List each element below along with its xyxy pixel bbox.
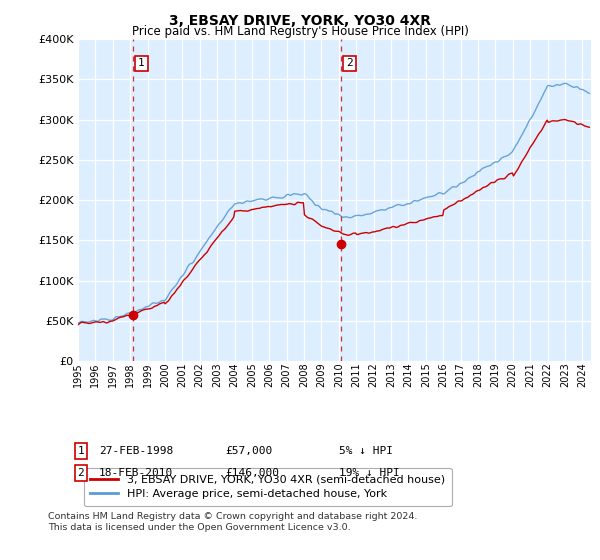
Text: 2: 2 xyxy=(77,468,85,478)
Text: 2: 2 xyxy=(346,58,353,68)
Text: 5% ↓ HPI: 5% ↓ HPI xyxy=(339,446,393,456)
Text: £57,000: £57,000 xyxy=(225,446,272,456)
Text: Price paid vs. HM Land Registry's House Price Index (HPI): Price paid vs. HM Land Registry's House … xyxy=(131,25,469,38)
Text: 19% ↓ HPI: 19% ↓ HPI xyxy=(339,468,400,478)
Text: 1: 1 xyxy=(138,58,145,68)
Text: 3, EBSAY DRIVE, YORK, YO30 4XR: 3, EBSAY DRIVE, YORK, YO30 4XR xyxy=(169,14,431,28)
Text: Contains HM Land Registry data © Crown copyright and database right 2024.
This d: Contains HM Land Registry data © Crown c… xyxy=(48,512,418,532)
Legend: 3, EBSAY DRIVE, YORK, YO30 4XR (semi-detached house), HPI: Average price, semi-d: 3, EBSAY DRIVE, YORK, YO30 4XR (semi-det… xyxy=(83,468,452,506)
Text: £146,000: £146,000 xyxy=(225,468,279,478)
Text: 27-FEB-1998: 27-FEB-1998 xyxy=(99,446,173,456)
Text: 18-FEB-2010: 18-FEB-2010 xyxy=(99,468,173,478)
Text: 1: 1 xyxy=(77,446,85,456)
